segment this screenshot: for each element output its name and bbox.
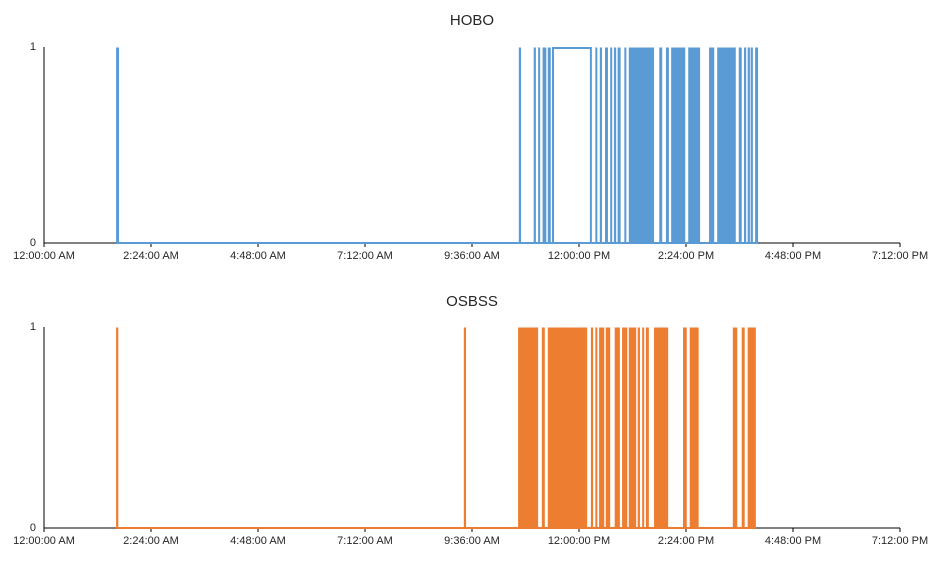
signal-segment bbox=[610, 47, 613, 243]
hobo-chart-title: HOBO bbox=[449, 12, 495, 29]
signal-segment bbox=[599, 327, 605, 528]
signal-segment bbox=[599, 47, 603, 243]
signal-segment bbox=[743, 47, 747, 243]
signal-segment bbox=[665, 47, 669, 243]
signal-segment bbox=[688, 47, 701, 243]
x-axis-tick-label: 7:12:00 PM bbox=[871, 535, 929, 547]
signal-segment bbox=[642, 327, 645, 528]
signal-segment bbox=[547, 47, 551, 243]
signal-segment bbox=[628, 47, 655, 243]
signal-segment bbox=[595, 327, 598, 528]
signal-segment bbox=[590, 327, 594, 528]
osbss-y-axis-label-min: 0 bbox=[29, 522, 36, 534]
osbss-y-axis-label-max: 1 bbox=[29, 321, 36, 333]
x-axis-tick-label: 9:36:00 AM bbox=[444, 250, 500, 262]
signal-segment bbox=[533, 47, 536, 243]
signal-segment bbox=[617, 47, 621, 243]
x-axis-tick-label: 12:00:00 PM bbox=[547, 535, 611, 547]
x-axis-tick-label: 7:12:00 AM bbox=[337, 535, 393, 547]
signal-segment bbox=[671, 47, 686, 243]
signal-segment bbox=[628, 327, 637, 528]
signal-segment bbox=[463, 327, 467, 528]
hobo-y-axis-label-max: 1 bbox=[29, 41, 36, 53]
signal-segment bbox=[613, 47, 617, 243]
signal-segment bbox=[659, 47, 663, 243]
osbss-chart-title: OSBSS bbox=[446, 293, 498, 310]
signal-segment bbox=[654, 327, 669, 528]
x-axis-tick-label: 2:24:00 AM bbox=[123, 535, 179, 547]
signal-segment bbox=[622, 327, 628, 528]
signal-segment bbox=[709, 47, 715, 243]
signal-plateau bbox=[553, 48, 591, 243]
signal-segment bbox=[614, 327, 620, 528]
signal-segment bbox=[518, 327, 539, 528]
signal-segment bbox=[645, 327, 649, 528]
signal-segment bbox=[637, 327, 640, 528]
signal-segment bbox=[542, 47, 547, 243]
signal-segment bbox=[755, 47, 759, 243]
signal-segment bbox=[605, 47, 608, 243]
hobo-plot-area bbox=[44, 47, 900, 244]
signal-segment bbox=[595, 47, 598, 243]
x-axis-tick-label: 4:48:00 AM bbox=[230, 535, 286, 547]
signal-segment bbox=[116, 47, 120, 243]
x-axis-tick-label: 2:24:00 PM bbox=[657, 250, 715, 262]
signal-segment bbox=[732, 327, 738, 528]
x-axis-tick-label: 4:48:00 PM bbox=[764, 535, 822, 547]
signal-segment bbox=[717, 47, 736, 243]
x-axis-tick-label: 12:00:00 AM bbox=[13, 535, 75, 547]
x-axis-tick-label: 12:00:00 PM bbox=[547, 250, 611, 262]
signal-segment bbox=[747, 327, 756, 528]
osbss-plot-area bbox=[44, 327, 900, 529]
x-axis-tick-label: 7:12:00 PM bbox=[871, 250, 929, 262]
x-axis-tick-label: 2:24:00 PM bbox=[657, 535, 715, 547]
signal-segment bbox=[518, 47, 522, 243]
x-axis-tick-label: 2:24:00 AM bbox=[123, 250, 179, 262]
signal-segment bbox=[605, 327, 611, 528]
x-axis-tick-label: 7:12:00 AM bbox=[337, 250, 393, 262]
signal-segment bbox=[747, 47, 750, 243]
hobo-y-axis-label-min: 0 bbox=[29, 237, 36, 249]
signal-segment bbox=[547, 327, 588, 528]
signal-segment bbox=[624, 47, 627, 243]
signal-segment bbox=[683, 327, 687, 528]
signal-segment bbox=[541, 327, 545, 528]
x-axis-tick-label: 4:48:00 PM bbox=[764, 250, 822, 262]
signal-segment bbox=[116, 327, 119, 528]
signal-segment bbox=[538, 47, 541, 243]
x-axis-tick-label: 9:36:00 AM bbox=[444, 535, 500, 547]
x-axis-tick-label: 4:48:00 AM bbox=[230, 250, 286, 262]
signal-segment bbox=[738, 47, 742, 243]
x-axis-tick-label: 12:00:00 AM bbox=[13, 250, 75, 262]
signal-segment bbox=[750, 47, 753, 243]
signal-segment bbox=[689, 327, 699, 528]
signal-segment bbox=[741, 327, 745, 528]
